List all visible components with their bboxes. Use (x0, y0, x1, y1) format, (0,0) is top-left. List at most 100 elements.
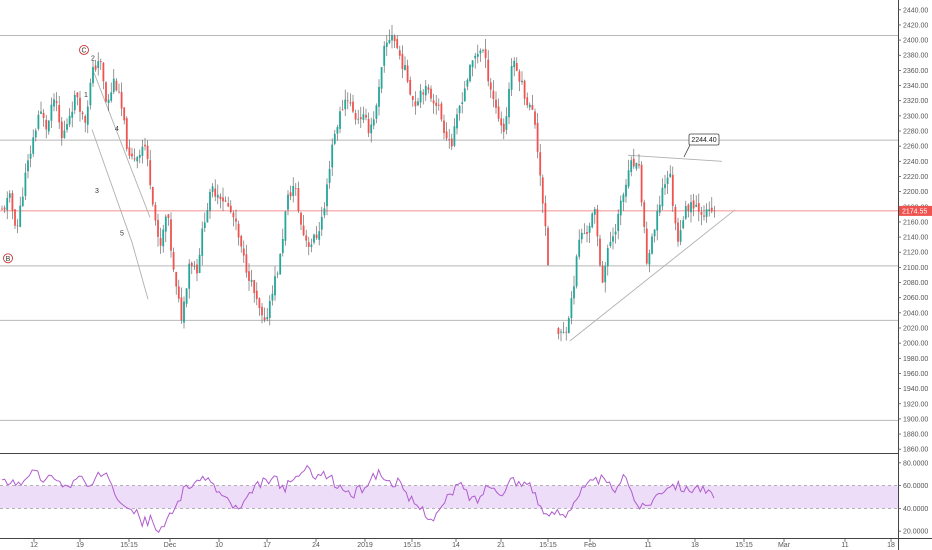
candle-body[interactable] (352, 101, 354, 112)
candle-body[interactable] (45, 119, 48, 130)
candle-body[interactable] (331, 144, 334, 168)
candle-body[interactable] (201, 228, 204, 256)
candle-body[interactable] (627, 170, 630, 187)
candle-body[interactable] (575, 256, 578, 287)
candle-body[interactable] (422, 92, 425, 95)
candle-body[interactable] (131, 153, 133, 157)
candle-body[interactable] (599, 238, 601, 266)
candle-body[interactable] (427, 87, 430, 90)
candle-body[interactable] (227, 203, 230, 207)
candle-body[interactable] (336, 127, 339, 134)
candle-body[interactable] (302, 225, 305, 236)
candle-body[interactable] (255, 290, 258, 299)
candle-body[interactable] (29, 153, 32, 159)
candle-body[interactable] (515, 63, 518, 71)
candle-body[interactable] (71, 111, 74, 118)
candle-body[interactable] (214, 188, 217, 197)
candle-body[interactable] (674, 206, 677, 224)
candle-body[interactable] (484, 49, 487, 59)
candle-body[interactable] (695, 204, 698, 207)
candle-body[interactable] (510, 66, 513, 90)
candle-body[interactable] (606, 248, 609, 267)
candle-body[interactable] (284, 211, 287, 241)
candle-body[interactable] (435, 102, 438, 106)
candle-body[interactable] (656, 211, 659, 231)
candle-body[interactable] (172, 252, 175, 270)
candle-body[interactable] (50, 104, 53, 121)
candle-body[interactable] (385, 42, 388, 47)
candle-body[interactable] (393, 35, 396, 42)
candle-body[interactable] (37, 114, 40, 129)
candle-body[interactable] (518, 71, 521, 82)
candle-body[interactable] (463, 88, 466, 102)
candle-body[interactable] (318, 231, 321, 240)
candle-body[interactable] (196, 264, 198, 274)
candle-body[interactable] (479, 50, 482, 54)
candle-body[interactable] (211, 186, 214, 192)
candle-body[interactable] (560, 331, 562, 333)
candle-body[interactable] (271, 293, 274, 301)
candle-body[interactable] (567, 318, 570, 334)
candle-body[interactable] (123, 107, 126, 121)
candle-body[interactable] (141, 146, 144, 156)
candle-body[interactable] (445, 131, 448, 139)
candle-body[interactable] (320, 216, 323, 230)
candle-body[interactable] (289, 192, 292, 197)
candle-body[interactable] (92, 66, 94, 84)
candle-body[interactable] (86, 106, 89, 125)
candle-body[interactable] (466, 79, 469, 87)
candle-body[interactable] (281, 239, 284, 253)
candle-body[interactable] (713, 210, 716, 212)
candlesticks[interactable] (1, 24, 716, 342)
candle-body[interactable] (24, 172, 27, 197)
candle-body[interactable] (206, 210, 209, 223)
candle-body[interactable] (528, 104, 531, 108)
candle-body[interactable] (94, 65, 97, 70)
candle-body[interactable] (562, 332, 565, 333)
candle-body[interactable] (513, 60, 516, 68)
candle-body[interactable] (687, 204, 690, 212)
candle-body[interactable] (536, 122, 539, 152)
candle-body[interactable] (651, 236, 653, 254)
candle-body[interactable] (502, 123, 505, 132)
candle-body[interactable] (76, 92, 79, 98)
candle-body[interactable] (469, 64, 471, 82)
candle-body[interactable] (344, 99, 347, 110)
candle-body[interactable] (294, 188, 297, 190)
candle-body[interactable] (224, 200, 227, 202)
candle-body[interactable] (417, 101, 419, 106)
candle-body[interactable] (11, 193, 14, 211)
candle-body[interactable] (409, 79, 412, 95)
candle-body[interactable] (8, 193, 11, 198)
candle-body[interactable] (375, 105, 378, 119)
candle-body[interactable] (596, 209, 599, 237)
candle-body[interactable] (14, 209, 16, 226)
candle-body[interactable] (609, 241, 612, 246)
candle-body[interactable] (58, 104, 61, 123)
candle-body[interactable] (534, 111, 536, 125)
candle-body[interactable] (578, 239, 581, 257)
candle-body[interactable] (497, 106, 500, 119)
candle-body[interactable] (159, 238, 162, 246)
candle-body[interactable] (495, 99, 497, 108)
candle-body[interactable] (341, 109, 344, 111)
candle-body[interactable] (593, 209, 596, 215)
candle-body[interactable] (383, 45, 386, 66)
candle-body[interactable] (138, 154, 141, 158)
candle-body[interactable] (136, 157, 139, 162)
candle-body[interactable] (300, 212, 302, 225)
candle-body[interactable] (487, 59, 490, 82)
candle-body[interactable] (476, 53, 479, 57)
candle-body[interactable] (209, 191, 211, 211)
candle-body[interactable] (237, 223, 240, 238)
candle-body[interactable] (203, 222, 206, 229)
candle-body[interactable] (40, 111, 42, 114)
candle-body[interactable] (396, 39, 399, 49)
candle-body[interactable] (175, 271, 178, 287)
candle-body[interactable] (193, 266, 196, 267)
candle-body[interactable] (323, 208, 326, 216)
candle-body[interactable] (471, 60, 474, 68)
candle-body[interactable] (508, 88, 510, 118)
candle-body[interactable] (526, 97, 529, 106)
